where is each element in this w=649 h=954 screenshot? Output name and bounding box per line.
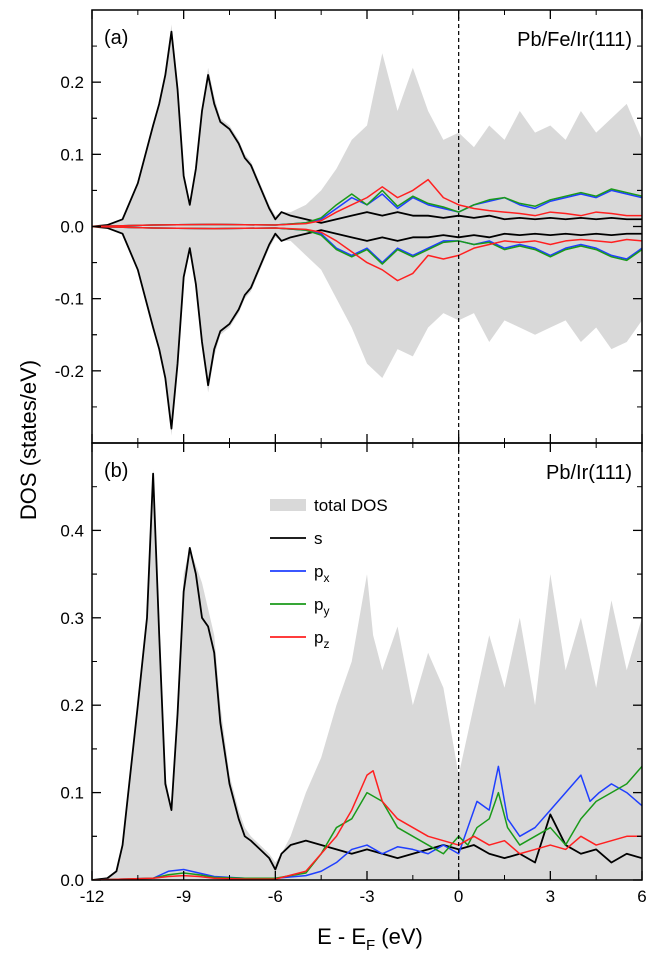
y-tick-label: 0.4: [60, 521, 84, 540]
panel-b-y-ticks: 0.0 0.1 0.2 0.3 0.4: [60, 486, 642, 890]
x-axis-title-prefix: E - E: [317, 924, 366, 949]
y-tick-label: 0.0: [60, 871, 84, 890]
x-tick-label: -9: [176, 887, 191, 906]
y-tick-label: 0.2: [60, 73, 84, 92]
legend-swatch-total-dos: [270, 499, 306, 511]
series-pz-up: [92, 178, 642, 228]
legend-label-s: s: [314, 529, 323, 548]
legend: total DOS s px py pz: [270, 496, 388, 651]
panel-a-label: (a): [104, 27, 128, 49]
panel-b-system-label: Pb/Ir(111): [546, 462, 632, 484]
x-tick-label: 3: [546, 887, 555, 906]
y-tick-label: 0.0: [60, 218, 84, 237]
y-tick-label: 0.3: [60, 609, 84, 628]
y-tick-label: -0.1: [55, 290, 84, 309]
series-s-down: [92, 225, 642, 430]
panel-b-label: (b): [104, 460, 128, 482]
x-axis-title: E - EF (eV): [317, 924, 423, 954]
legend-label-pz: pz: [314, 628, 329, 651]
panel-a-x-ticks: [91, 10, 643, 443]
x-tick-label: -6: [268, 887, 283, 906]
series-s-line: [92, 472, 642, 880]
x-tick-label: -3: [359, 887, 374, 906]
x-tick-label: 0: [454, 887, 463, 906]
series-total-dos-fill: [92, 24, 642, 436]
series-s-up: [92, 30, 642, 228]
y-axis-title: DOS (states/eV): [16, 360, 41, 520]
x-tick-label: 6: [637, 887, 646, 906]
series-total-dos-fill: [92, 469, 642, 880]
panel-b: 0.0 0.1 0.2 0.3 0.4 -12 -9 -6 -3 0 3 6 (b) Pb/Ir(1…: [60, 442, 647, 906]
panel-a-series: [92, 24, 642, 436]
series-px-line: [92, 765, 642, 880]
series-pz-line: [92, 770, 642, 880]
y-tick-label: -0.2: [55, 362, 84, 381]
y-tick-label: 0.2: [60, 696, 84, 715]
legend-label-py: py: [314, 595, 329, 618]
series-py-up: [92, 188, 642, 228]
x-axis-title-subscript: F: [366, 937, 375, 954]
panel-b-x-ticks: -12 -9 -6 -3 0 3 6: [80, 443, 647, 906]
y-tick-label: 0.1: [60, 145, 84, 164]
x-tick-label: -12: [80, 887, 105, 906]
legend-label-px: px: [314, 562, 329, 585]
legend-label-total-dos: total DOS: [314, 496, 388, 515]
series-py-down: [92, 225, 642, 265]
panel-b-series: [92, 469, 642, 880]
panel-a-system-label: Pb/Fe/Ir(111): [517, 29, 632, 51]
panel-a: -0.2 -0.1 0.0 0.1 0.2 (a) Pb/Fe/Ir(111): [55, 9, 643, 444]
panel-a-y-ticks: -0.2 -0.1 0.0 0.1 0.2: [55, 45, 642, 408]
series-py-line: [92, 765, 642, 880]
y-tick-label: 0.1: [60, 784, 84, 803]
x-axis-title-suffix: (eV): [375, 924, 423, 949]
series-pz-down: [92, 225, 642, 282]
